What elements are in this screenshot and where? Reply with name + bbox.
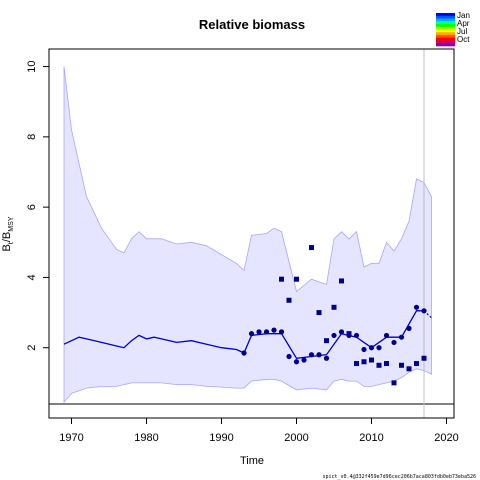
index1-point [241,350,247,356]
index2-point [279,276,284,282]
legend-label-apr: Apr [457,19,470,28]
index1-point [301,357,307,363]
index1-point [316,352,322,358]
index2-point [399,362,404,368]
y-axis-label: Bt/BMSY [1,216,15,251]
plot-area [49,49,454,418]
y-axis: 2 4 6 8 10 [26,60,49,351]
index1-point [286,353,292,360]
index2-point [324,338,329,344]
index2-point [414,361,419,367]
index1-point [413,304,420,310]
index1-point [368,345,375,351]
index1-point [391,339,397,346]
index1-point [406,325,412,331]
index2-point [286,297,292,303]
index2-point [376,362,382,368]
index2-point [316,310,322,316]
index1-point [323,355,330,361]
x-tick-label: 1990 [209,432,233,444]
index2-point [406,366,412,372]
x-axis-label: Time [240,455,264,467]
x-axis: 1970 1980 1990 2000 2010 2020 [59,418,459,444]
index2-point [294,276,299,282]
x-tick-label: 2000 [284,432,308,444]
index1-point [338,329,345,335]
index1-point [308,352,315,358]
index1-point [278,329,285,335]
plot-frame [48,48,455,419]
index2-point [391,380,397,386]
version-footer: spict_v0.4@332f459e7d96cec206b7aca803fdb… [322,474,476,480]
season-color-gradient [436,13,455,47]
y-tick-label: 2 [26,345,38,351]
index1-point [383,332,390,339]
chart-title: Relative biomass [199,17,305,32]
y-tick-label: 4 [26,274,38,280]
index1-point [331,332,337,339]
index2-point [339,278,344,284]
index2-point [354,361,359,367]
y-tick-label: 10 [26,60,38,72]
y-label-sep: /B [1,232,13,242]
legend-label-jul: Jul [457,27,467,36]
x-tick-label: 2010 [359,432,383,444]
index1-point [293,359,300,365]
season-legend: Jan Apr Jul Oct [436,11,470,47]
index1-point [353,332,360,339]
index1-point [256,329,262,335]
y-tick-label: 6 [26,204,38,210]
index2-point [331,304,337,310]
x-tick-label: 1980 [134,432,158,444]
y-tick-label: 8 [26,134,38,140]
index1-point [361,346,367,353]
legend-label-jan: Jan [457,11,470,20]
y-label-sub2: MSY [8,216,15,232]
index1-point [248,331,255,337]
index2-point [369,357,374,363]
index2-point [384,361,389,367]
index1-point [376,345,382,351]
index2-point [421,355,427,361]
confidence-band [63,66,432,404]
index2-point [309,245,314,251]
index2-point [361,359,367,365]
index1-point [398,334,405,340]
x-tick-label: 1970 [59,432,83,444]
index1-point [263,329,270,335]
index2-point [346,331,352,337]
legend-label-oct: Oct [457,35,470,44]
x-tick-label: 2020 [434,432,458,444]
index1-point [421,308,427,314]
index1-point [271,327,277,333]
y-label-main: B [1,244,13,251]
y-label-sub1: t [8,242,15,244]
